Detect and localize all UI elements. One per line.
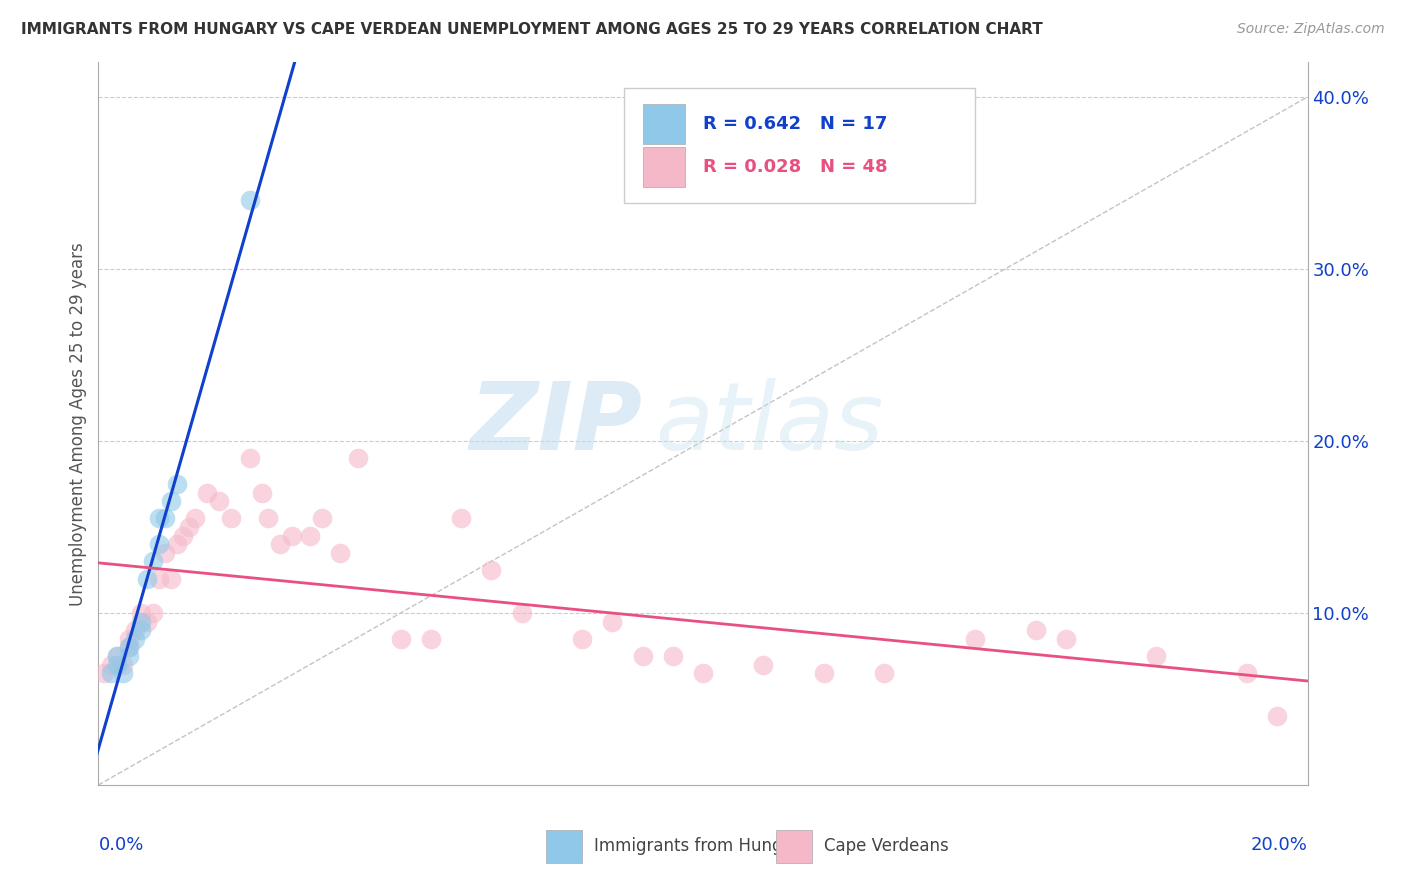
Point xyxy=(105,648,128,663)
Point xyxy=(692,666,714,681)
Point xyxy=(208,494,231,508)
Point xyxy=(239,193,262,207)
Point xyxy=(129,623,152,637)
Text: ZIP: ZIP xyxy=(470,377,643,470)
Point xyxy=(148,537,170,551)
Point xyxy=(239,451,262,466)
Point xyxy=(153,511,176,525)
Point xyxy=(269,537,291,551)
Bar xyxy=(546,830,582,863)
Bar xyxy=(776,830,811,863)
Point xyxy=(184,511,207,525)
Point xyxy=(281,528,304,542)
FancyBboxPatch shape xyxy=(624,87,976,203)
Point xyxy=(510,606,533,620)
Text: atlas: atlas xyxy=(655,378,883,469)
Text: Source: ZipAtlas.com: Source: ZipAtlas.com xyxy=(1237,22,1385,37)
Point xyxy=(571,632,593,646)
Point xyxy=(118,640,141,655)
Point xyxy=(420,632,443,646)
Bar xyxy=(643,104,685,144)
Y-axis label: Unemployment Among Ages 25 to 29 years: Unemployment Among Ages 25 to 29 years xyxy=(69,242,87,606)
Point xyxy=(118,632,141,646)
Point xyxy=(965,632,987,646)
Point xyxy=(124,632,146,646)
Point xyxy=(299,528,322,542)
Point xyxy=(105,657,128,672)
Text: 0.0%: 0.0% xyxy=(98,836,143,854)
Point xyxy=(142,554,165,568)
Point xyxy=(311,511,333,525)
Text: Immigrants from Hungary: Immigrants from Hungary xyxy=(595,838,810,855)
Point xyxy=(873,666,896,681)
Point xyxy=(752,657,775,672)
Text: R = 0.028   N = 48: R = 0.028 N = 48 xyxy=(703,158,887,177)
Point xyxy=(111,657,134,672)
Point xyxy=(135,615,157,629)
Point xyxy=(118,640,141,655)
Point xyxy=(1267,709,1289,723)
Point xyxy=(124,623,146,637)
Point xyxy=(100,657,122,672)
Point xyxy=(160,494,183,508)
Point xyxy=(142,606,165,620)
Point xyxy=(195,485,218,500)
Point xyxy=(129,615,152,629)
Point xyxy=(172,528,194,542)
Point xyxy=(450,511,472,525)
Point xyxy=(250,485,273,500)
Text: Cape Verdeans: Cape Verdeans xyxy=(824,838,949,855)
Point xyxy=(93,666,115,681)
Point xyxy=(481,563,503,577)
Point xyxy=(179,520,201,534)
Point xyxy=(329,546,352,560)
Point xyxy=(813,666,835,681)
Point xyxy=(631,648,654,663)
Point xyxy=(1024,623,1046,637)
Text: IMMIGRANTS FROM HUNGARY VS CAPE VERDEAN UNEMPLOYMENT AMONG AGES 25 TO 29 YEARS C: IMMIGRANTS FROM HUNGARY VS CAPE VERDEAN … xyxy=(21,22,1043,37)
Point xyxy=(111,666,134,681)
Point xyxy=(602,615,624,629)
Point xyxy=(347,451,370,466)
Point xyxy=(105,648,128,663)
Point xyxy=(100,666,122,681)
Point xyxy=(118,648,141,663)
Point xyxy=(1054,632,1077,646)
Point xyxy=(166,476,188,491)
Point xyxy=(256,511,278,525)
Text: R = 0.642   N = 17: R = 0.642 N = 17 xyxy=(703,115,887,133)
Point xyxy=(166,537,188,551)
Point xyxy=(129,606,152,620)
Point xyxy=(221,511,243,525)
Point xyxy=(160,572,183,586)
Text: 20.0%: 20.0% xyxy=(1251,836,1308,854)
Point xyxy=(389,632,412,646)
Point xyxy=(148,572,170,586)
Point xyxy=(148,511,170,525)
Point xyxy=(135,572,157,586)
Bar xyxy=(643,147,685,187)
Point xyxy=(153,546,176,560)
Point xyxy=(1144,648,1167,663)
Point xyxy=(661,648,683,663)
Point xyxy=(1236,666,1258,681)
